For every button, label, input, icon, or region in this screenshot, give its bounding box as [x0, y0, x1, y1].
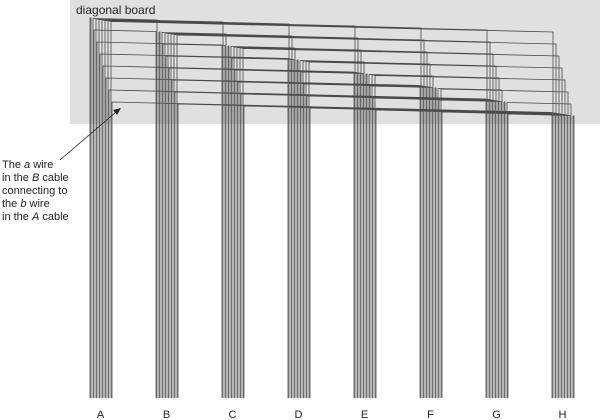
wire-d5-f3	[303, 83, 430, 398]
wire-e2-c4	[233, 46, 362, 398]
wire-d2-c3	[230, 46, 296, 398]
wire-b6-g1	[174, 91, 490, 398]
annotation-arrowhead	[113, 108, 121, 115]
wire-g0-a6	[107, 20, 488, 398]
wire-f5-f5	[434, 87, 437, 398]
wire-h2-c7	[242, 48, 560, 398]
wire-c1-b2	[161, 32, 227, 398]
annotation-line-1: The a wire	[2, 159, 53, 171]
wire-a7-h0	[111, 101, 553, 398]
annotation-segment: connecting to	[2, 185, 67, 197]
wire-d6-g3	[306, 95, 496, 398]
wire-h4-e7	[374, 75, 566, 398]
wire-a1-b0	[93, 29, 157, 398]
wire-e1-b4	[167, 33, 359, 398]
wire-a0-a0	[89, 17, 92, 398]
wire-c6-g2	[240, 93, 493, 398]
annotation-segment: wire	[30, 159, 53, 171]
annotation-segment: a	[24, 159, 30, 171]
wire-a2-c0	[96, 41, 223, 398]
cable-label-h: H	[559, 409, 567, 420]
annotation: The a wire in the B cable connecting to the…	[2, 108, 121, 223]
wire-d1-b3	[164, 32, 293, 398]
cable-label-d: D	[295, 409, 303, 420]
wire-f0-a5	[104, 20, 422, 398]
wire-a6-g0	[108, 89, 487, 398]
cable-label-b: B	[163, 409, 170, 420]
wire-h5-f7	[440, 88, 569, 398]
wire-h6-g7	[506, 102, 572, 398]
wire-b4-e1	[168, 67, 358, 398]
annotation-segment: the	[2, 198, 20, 210]
wire-e5-f4	[369, 85, 433, 398]
annotation-segment: The	[2, 159, 24, 171]
annotation-segment: cable	[39, 172, 68, 184]
wire-e4-e4	[365, 73, 368, 398]
wire-g6-g6	[503, 101, 506, 398]
wire-e3-d4	[299, 60, 365, 398]
cable-label-e: E	[361, 409, 368, 420]
wire-b1-b1	[158, 31, 161, 398]
wire-h7-h7	[572, 115, 575, 398]
wire-g2-c6	[239, 47, 494, 398]
annotation-line-5: in the A cable	[2, 211, 69, 223]
annotation-segment: A	[31, 211, 39, 223]
wire-e0-a4	[101, 19, 356, 398]
wire-f2-c5	[236, 47, 428, 398]
wire-h1-b7	[176, 34, 557, 398]
wire-d3-d3	[296, 59, 299, 398]
wire-g5-f6	[437, 88, 503, 398]
annotation-text: The a wire in the B cable connecting to the…	[2, 159, 69, 223]
wire-e6-g4	[372, 97, 499, 398]
wire-b0-a1	[92, 18, 158, 398]
cable-label-f: F	[427, 409, 434, 420]
wire-g3-d6	[305, 61, 497, 398]
wire-f7-h5	[441, 111, 568, 398]
wire-group	[89, 17, 575, 398]
wire-b2-c1	[162, 43, 226, 398]
cable-label-group: A B C D E F G H	[97, 409, 567, 420]
wire-d4-e3	[300, 71, 364, 398]
wire-c3-d2	[231, 57, 295, 398]
wire-a3-d0	[99, 53, 289, 398]
wire-b3-d1	[165, 55, 292, 398]
wire-c5-f2	[237, 81, 427, 398]
annotation-line-4: the b wire	[2, 198, 50, 210]
annotation-segment: wire	[26, 198, 49, 210]
annotation-segment: B	[32, 172, 39, 184]
wire-g4-e6	[371, 74, 500, 398]
wire-c7-h2	[243, 105, 559, 398]
wire-d0-a3	[98, 19, 290, 398]
wire-c4-e2	[234, 69, 361, 398]
annotation-segment: in the	[2, 211, 32, 223]
wire-g7-h6	[507, 113, 571, 398]
annotation-line-2: in the B cable	[2, 172, 69, 184]
cable-label-g: G	[492, 409, 501, 420]
wire-f3-d5	[302, 60, 431, 398]
wire-b7-h1	[177, 103, 556, 398]
annotation-segment: b	[20, 198, 26, 210]
wire-a5-f0	[105, 77, 421, 398]
wire-e7-h4	[375, 109, 565, 398]
wire-f4-e5	[368, 74, 434, 398]
annotation-line-3: connecting to	[2, 185, 67, 197]
wire-c2-c2	[227, 45, 230, 398]
cable-label-c: C	[229, 409, 237, 420]
wire-d7-h3	[309, 107, 562, 398]
board-title: diagonal board	[76, 3, 155, 17]
annotation-arrow	[59, 111, 117, 161]
wire-a4-e0	[102, 65, 355, 398]
wire-f1-b5	[170, 33, 425, 398]
annotation-segment: in the	[2, 172, 32, 184]
annotation-segment: cable	[39, 211, 68, 223]
cable-label-a: A	[97, 409, 105, 420]
wire-h3-d7	[308, 61, 563, 398]
wire-g1-b6	[173, 34, 491, 398]
wire-h0-a7	[110, 21, 554, 398]
wire-b5-f1	[171, 79, 424, 398]
wire-f6-g5	[438, 99, 502, 398]
wire-c0-a2	[95, 18, 224, 398]
